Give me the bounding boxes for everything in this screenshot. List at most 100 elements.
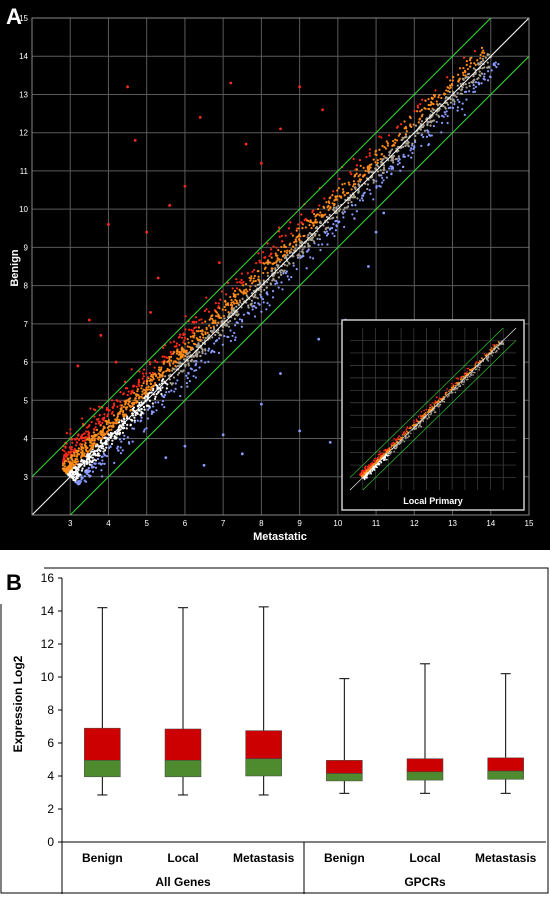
- data-point: [448, 90, 451, 94]
- inset-point: [382, 452, 384, 454]
- data-point: [451, 75, 455, 79]
- data-point: [180, 347, 183, 351]
- box-upper: [487, 757, 524, 772]
- data-point: [355, 172, 358, 175]
- data-point: [120, 420, 124, 423]
- data-point: [91, 459, 94, 462]
- inset-point: [445, 394, 447, 396]
- data-point: [158, 374, 162, 377]
- data-point: [92, 465, 95, 469]
- data-point: [147, 385, 150, 388]
- data-point: [76, 364, 80, 368]
- data-point: [204, 320, 207, 323]
- data-point: [173, 360, 176, 363]
- data-point: [224, 308, 227, 312]
- data-point: [141, 377, 144, 380]
- data-point: [226, 281, 230, 284]
- data-point: [248, 276, 251, 279]
- data-point: [468, 82, 471, 85]
- data-point: [136, 388, 139, 391]
- data-point: [477, 81, 480, 84]
- data-point: [398, 132, 401, 136]
- inset-point: [445, 392, 447, 395]
- data-point: [271, 262, 274, 266]
- data-point: [298, 429, 302, 433]
- inset-point: [470, 374, 473, 376]
- data-point: [253, 315, 257, 318]
- data-point: [277, 249, 280, 252]
- data-point: [448, 84, 452, 87]
- data-point: [166, 369, 169, 372]
- data-point: [471, 81, 474, 84]
- inset-point: [380, 460, 382, 463]
- inset-point: [367, 464, 370, 466]
- data-point: [459, 82, 462, 85]
- data-point: [331, 232, 334, 235]
- data-point: [474, 81, 478, 84]
- data-point: [77, 447, 80, 450]
- data-point: [247, 306, 250, 309]
- data-point: [71, 441, 74, 444]
- data-point: [135, 393, 138, 396]
- data-point: [124, 401, 127, 405]
- data-point: [195, 330, 198, 333]
- data-point: [173, 390, 176, 393]
- data-point: [376, 161, 379, 164]
- data-point: [411, 144, 414, 147]
- inset-point: [477, 361, 480, 364]
- data-point: [365, 155, 368, 159]
- data-point: [191, 331, 194, 334]
- data-point: [130, 368, 133, 371]
- inset-point: [388, 454, 390, 457]
- data-point: [102, 434, 106, 437]
- data-point: [297, 227, 300, 230]
- inset-point: [435, 396, 438, 398]
- data-point: [96, 437, 99, 440]
- inset-point: [389, 452, 391, 455]
- data-point: [366, 187, 369, 191]
- data-point: [240, 282, 243, 285]
- data-point: [282, 272, 285, 275]
- inset-point: [437, 405, 440, 408]
- data-point: [116, 445, 120, 448]
- data-point: [276, 257, 279, 260]
- data-point: [105, 419, 108, 423]
- data-point: [290, 276, 293, 279]
- data-point: [169, 381, 172, 385]
- data-point: [259, 161, 263, 165]
- data-point: [126, 436, 129, 439]
- data-point: [136, 400, 139, 403]
- data-point: [295, 236, 298, 239]
- data-point: [343, 182, 346, 185]
- data-point: [427, 144, 430, 147]
- data-point: [308, 231, 312, 235]
- data-point: [319, 249, 322, 252]
- data-point: [126, 399, 129, 402]
- data-point: [177, 364, 180, 367]
- inset-point: [377, 456, 379, 459]
- data-point: [151, 402, 154, 405]
- data-point: [208, 324, 211, 327]
- data-point: [133, 399, 136, 402]
- data-point: [269, 248, 273, 251]
- data-point: [426, 121, 429, 124]
- data-point: [350, 173, 353, 176]
- data-point: [465, 75, 468, 79]
- data-point: [348, 183, 351, 186]
- data-point: [181, 353, 184, 356]
- inset-point: [402, 434, 404, 436]
- data-point: [357, 180, 360, 183]
- data-point: [201, 351, 204, 355]
- data-point: [317, 243, 320, 246]
- data-point: [337, 209, 341, 213]
- data-point: [62, 458, 65, 461]
- inset-point: [361, 470, 363, 472]
- data-point: [139, 420, 142, 423]
- data-point: [80, 435, 83, 438]
- data-point: [388, 167, 391, 170]
- data-point: [407, 144, 410, 147]
- inset-point: [386, 450, 388, 452]
- data-point: [153, 397, 157, 400]
- data-point: [110, 428, 113, 431]
- data-point: [61, 467, 64, 470]
